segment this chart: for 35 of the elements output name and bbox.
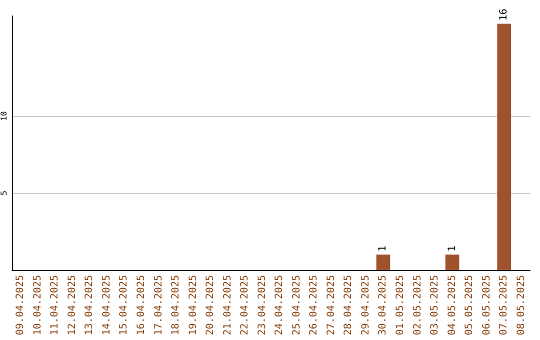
x-tick-label: 26.04.2025 xyxy=(308,275,320,336)
x-tick-label: 10.04.2025 xyxy=(32,275,44,336)
x-tick-label: 24.04.2025 xyxy=(274,275,286,336)
x-tick-label: 02.05.2025 xyxy=(412,275,424,336)
x-tick-label: 17.04.2025 xyxy=(153,275,164,336)
x-tick-label: 12.04.2025 xyxy=(66,275,78,336)
data-label: 1 xyxy=(446,246,458,252)
x-tick-label: 23.04.2025 xyxy=(256,275,268,336)
x-tick-label: 14.04.2025 xyxy=(101,275,112,336)
x-tick-label: 06.05.2025 xyxy=(481,275,492,336)
x-tick-label: 11.04.2025 xyxy=(50,275,61,336)
x-tick-label: 08.05.2025 xyxy=(516,275,527,336)
x-tick-label: 09.04.2025 xyxy=(15,275,26,336)
x-tick-label: 18.04.2025 xyxy=(170,275,182,336)
x-tick-label: 19.04.2025 xyxy=(188,275,199,336)
x-tick-label: 05.05.2025 xyxy=(464,275,476,336)
x-tick-label: 16.04.2025 xyxy=(136,275,147,336)
x-tick-label: 07.05.2025 xyxy=(498,275,510,336)
x-tick-label: 21.04.2025 xyxy=(222,275,234,336)
data-label: 16 xyxy=(498,8,510,21)
y-tick-label: 10 xyxy=(0,111,8,121)
x-tick-label: 29.04.2025 xyxy=(360,275,372,336)
x-tick-label: 04.05.2025 xyxy=(446,275,458,336)
x-tick-label: 01.05.2025 xyxy=(395,275,406,336)
x-tick-label: 25.04.2025 xyxy=(291,275,302,336)
x-tick-label: 28.04.2025 xyxy=(343,275,354,336)
y-tick-label: 5 xyxy=(0,190,8,196)
x-tick-label: 13.04.2025 xyxy=(84,275,96,336)
x-tick-label: 27.04.2025 xyxy=(326,275,337,336)
x-tick-label: 22.04.2025 xyxy=(240,275,251,336)
x-tick-label: 30.04.2025 xyxy=(378,275,389,336)
x-tick-label: 15.04.2025 xyxy=(118,275,130,336)
x-tick-label: 20.04.2025 xyxy=(205,275,216,336)
x-tick-label: 03.05.2025 xyxy=(430,275,441,336)
data-label: 1 xyxy=(378,246,389,252)
